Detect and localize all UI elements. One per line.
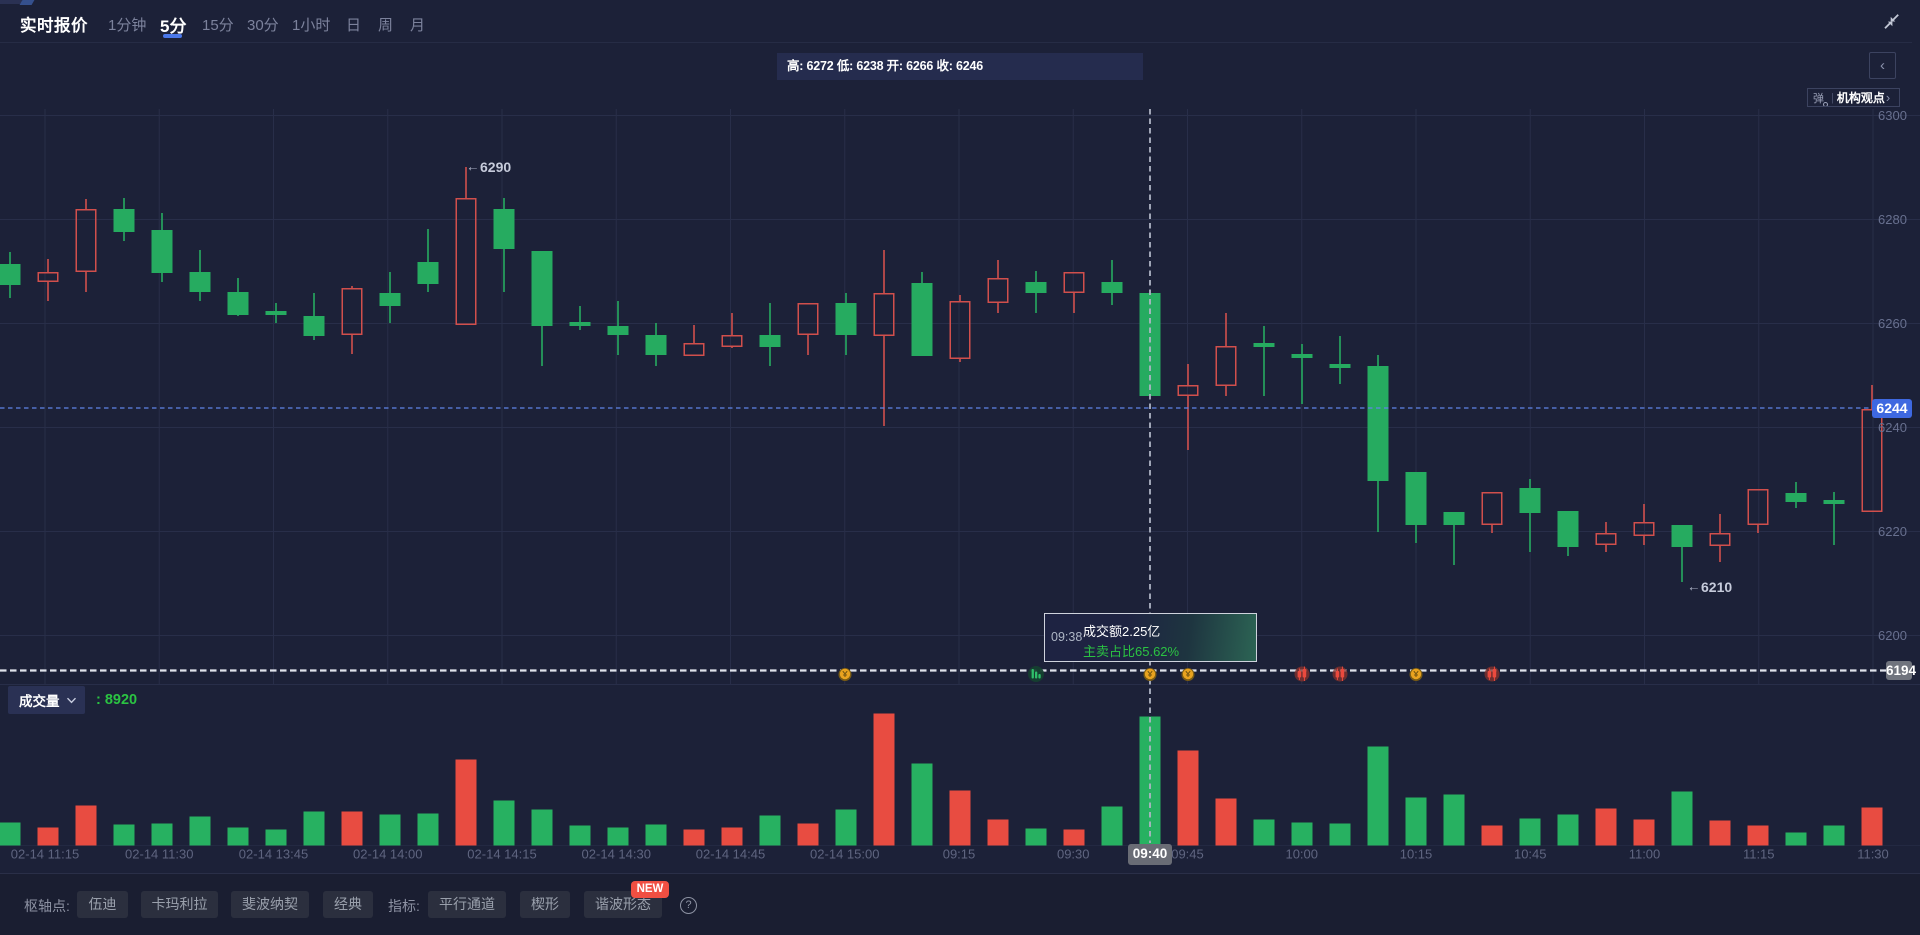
svg-text:02-14 15:00: 02-14 15:00: [810, 847, 879, 862]
svg-text:6280: 6280: [1878, 212, 1907, 227]
svg-text:09:15: 09:15: [943, 847, 976, 862]
svg-text:6290: 6290: [480, 159, 511, 175]
svg-text:02-14 14:30: 02-14 14:30: [582, 847, 651, 862]
svg-text:02-14 11:15: 02-14 11:15: [11, 847, 79, 862]
svg-text:←: ←: [466, 159, 480, 174]
svg-text:02-14 14:00: 02-14 14:00: [353, 847, 422, 862]
svg-text:09:30: 09:30: [1057, 847, 1090, 862]
svg-text:02-14 14:45: 02-14 14:45: [696, 847, 765, 862]
svg-text:11:30: 11:30: [1857, 847, 1889, 862]
svg-text:6300: 6300: [1878, 108, 1907, 123]
svg-text:6260: 6260: [1878, 316, 1907, 331]
svg-text:←: ←: [1687, 579, 1701, 594]
svg-text:10:15: 10:15: [1400, 847, 1433, 862]
svg-text:11:00: 11:00: [1629, 847, 1661, 862]
svg-text:02-14 13:45: 02-14 13:45: [239, 847, 308, 862]
svg-text:09:45: 09:45: [1171, 847, 1204, 862]
svg-text:6240: 6240: [1878, 420, 1907, 435]
svg-text:6210: 6210: [1701, 579, 1732, 595]
svg-text:10:45: 10:45: [1514, 847, 1547, 862]
svg-text:6200: 6200: [1878, 628, 1907, 643]
svg-text:6220: 6220: [1878, 524, 1907, 539]
svg-text:10:00: 10:00: [1285, 847, 1318, 862]
svg-text:02-14 11:30: 02-14 11:30: [125, 847, 193, 862]
svg-text:02-14 14:15: 02-14 14:15: [467, 847, 536, 862]
svg-text:11:15: 11:15: [1743, 847, 1775, 862]
